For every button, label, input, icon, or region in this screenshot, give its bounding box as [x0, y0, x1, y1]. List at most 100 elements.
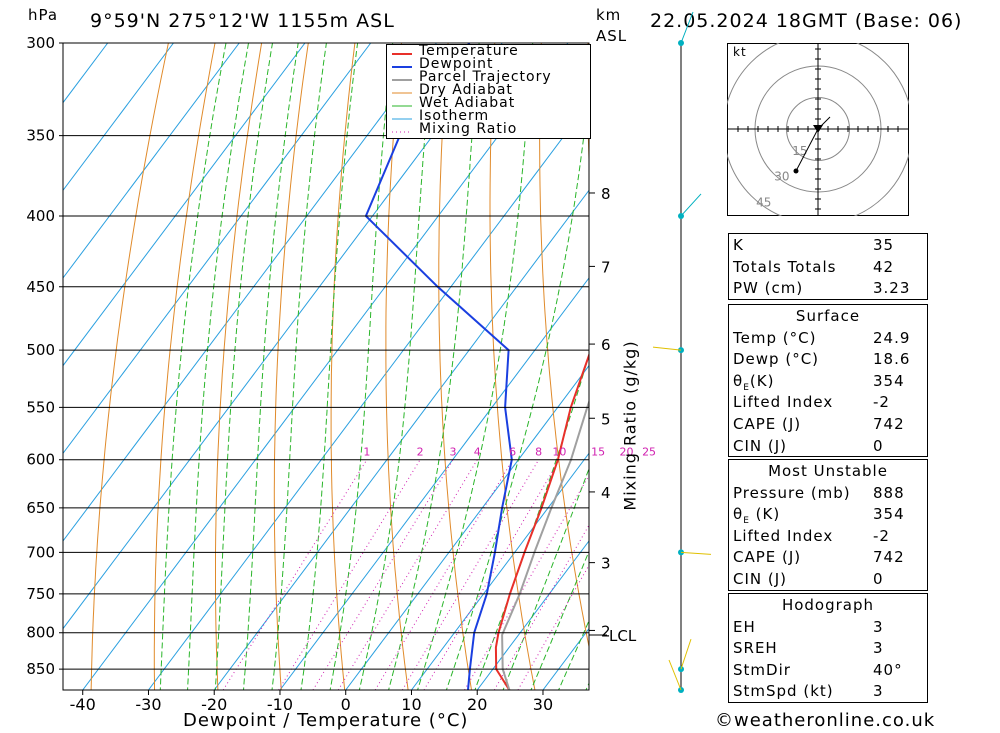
surface-row-theta: θE(K) 354	[729, 370, 927, 393]
mu-row-cape: CAPE (J) 742	[729, 546, 927, 568]
mu-cin-value: 0	[873, 569, 884, 588]
wet-adiabat-line	[271, 43, 327, 690]
wet-adiabat-line	[530, 550, 589, 690]
km-tick-label: 2	[601, 622, 611, 640]
dry-adiabat-line	[635, 43, 726, 690]
dry-adiabat-line	[153, 43, 216, 690]
temp-tick-label: -20	[201, 695, 227, 714]
mu-li-value: -2	[873, 526, 890, 545]
mu-row-cin: CIN (J) 0	[729, 568, 927, 590]
mixing-ratio-line	[278, 459, 421, 690]
surface-row-cape: CAPE (J) 742	[729, 413, 927, 435]
mixing-ratio-line	[493, 524, 589, 690]
isotherm-line	[148, 101, 589, 690]
index-label: K	[733, 236, 744, 254]
wind-barb-staff	[680, 193, 702, 217]
location-title: 9°59'N 275°12'W 1155m ASL	[90, 10, 395, 32]
wind-barb-staff	[680, 638, 692, 670]
mixing-ratio-line	[517, 564, 589, 690]
hodo-label: StmSpd (kt)	[733, 682, 834, 701]
wet-adiabat-line	[417, 43, 534, 690]
hodo-label: EH	[733, 617, 756, 636]
dewpoint-profile-line	[364, 43, 513, 690]
mixing-ratio-line	[423, 459, 560, 690]
surface-cin-value: 0	[873, 436, 884, 455]
pressure-tick-label: 700	[26, 543, 55, 561]
surface-row-temp: Temp (°C) 24.9	[729, 327, 927, 349]
index-row-totals: Totals Totals 42	[729, 256, 927, 278]
mu-row-pressure: Pressure (mb) 888	[729, 482, 927, 504]
surface-row-li: Lifted Index -2	[729, 391, 927, 413]
pressure-tick-label: 400	[26, 207, 55, 225]
index-row-k: K 35	[729, 234, 927, 256]
mixing-ratio-axis-label: Mixing Ratio (g/kg)	[620, 340, 640, 511]
hodograph-ring-label: 45	[756, 195, 771, 209]
mixing-ratio-label: 3	[450, 446, 457, 459]
isotherm-line	[63, 43, 306, 367]
legend-label-parcel: Parcel Trajectory	[419, 69, 552, 85]
pressure-tick-label: 650	[26, 499, 55, 517]
surface-cape-label: CAPE (J)	[733, 414, 802, 433]
copyright-link[interactable]: ©weatheronline.co.uk	[715, 710, 936, 731]
surface-table: Surface Temp (°C) 24.9 Dewp (°C) 18.6 θE(K…	[728, 304, 928, 458]
wet-adiabat-line	[214, 43, 273, 690]
mixing-ratio-label: 10	[552, 446, 566, 459]
mixing-ratio-label: 4	[474, 446, 481, 459]
hodo-value: 40°	[873, 660, 903, 679]
isotherm-line	[279, 277, 589, 690]
most-unstable-title: Most Unstable	[768, 462, 888, 480]
hodo-value: 3	[873, 617, 884, 636]
mixing-ratio-line	[337, 459, 478, 690]
mu-pressure-label: Pressure (mb)	[733, 483, 851, 502]
pressure-tick-label: 450	[26, 278, 55, 296]
hodograph-unit: kt	[733, 45, 747, 59]
legend-label-wet-adiabat: Wet Adiabat	[419, 95, 516, 111]
mixing-ratio-label: 1	[363, 446, 370, 459]
temp-tick-label: 0	[341, 695, 351, 714]
pressure-tick-label: 300	[26, 34, 55, 52]
wet-adiabat-line	[445, 86, 589, 690]
surface-li-label: Lifted Index	[733, 393, 834, 412]
wind-barb-staff	[668, 659, 682, 691]
legend-label-isotherm: Isotherm	[419, 108, 490, 124]
pressure-unit-label: hPa	[28, 6, 59, 24]
mu-cape-label: CAPE (J)	[733, 548, 802, 567]
mu-row-li: Lifted Index -2	[729, 525, 927, 547]
surface-dewp-value: 18.6	[873, 350, 911, 369]
hodo-row-stmdir: StmDir 40°	[729, 659, 927, 681]
isotherm-line	[63, 43, 372, 455]
dry-adiabat-line	[438, 43, 472, 690]
km-tick-label: 3	[601, 555, 611, 573]
surface-row-dewp: Dewp (°C) 18.6	[729, 348, 927, 370]
wet-adiabat-line	[187, 43, 249, 690]
isotherm-line	[345, 364, 589, 690]
wet-adiabat-line	[358, 43, 434, 690]
wet-adiabat-line	[329, 43, 394, 690]
wet-adiabat-line	[558, 619, 589, 690]
mixing-ratio-line	[464, 474, 589, 690]
dry-adiabat-line	[215, 43, 263, 690]
index-value: 35	[873, 236, 895, 254]
isotherm-line	[63, 43, 503, 630]
index-label: PW (cm)	[733, 279, 804, 298]
wet-adiabat-line	[242, 43, 299, 690]
wind-barb-staff	[680, 11, 694, 44]
hodograph-ring-label: 30	[774, 170, 789, 184]
parcel-trajectory-line	[501, 399, 589, 690]
mixing-ratio-label: 6	[509, 446, 516, 459]
km-tick-label: 6	[601, 336, 611, 354]
hodo-label: StmDir	[733, 660, 791, 679]
hodograph-point	[793, 168, 799, 174]
pressure-tick-label: 600	[26, 451, 55, 469]
surface-temp-value: 24.9	[873, 328, 911, 347]
dry-adiabat-line	[961, 43, 1000, 690]
surface-li-value: -2	[873, 393, 890, 412]
x-axis-label: Dewpoint / Temperature (°C)	[183, 710, 469, 731]
wind-barb-staff	[652, 346, 682, 351]
mixing-ratio-line	[401, 459, 540, 690]
hodograph-trace	[795, 128, 819, 172]
hodograph-ring-label: 15	[792, 144, 807, 158]
legend-label-mixing-ratio: Mixing Ratio	[419, 121, 518, 137]
pressure-tick-label: 800	[26, 624, 55, 642]
temp-tick-label: -40	[70, 695, 96, 714]
